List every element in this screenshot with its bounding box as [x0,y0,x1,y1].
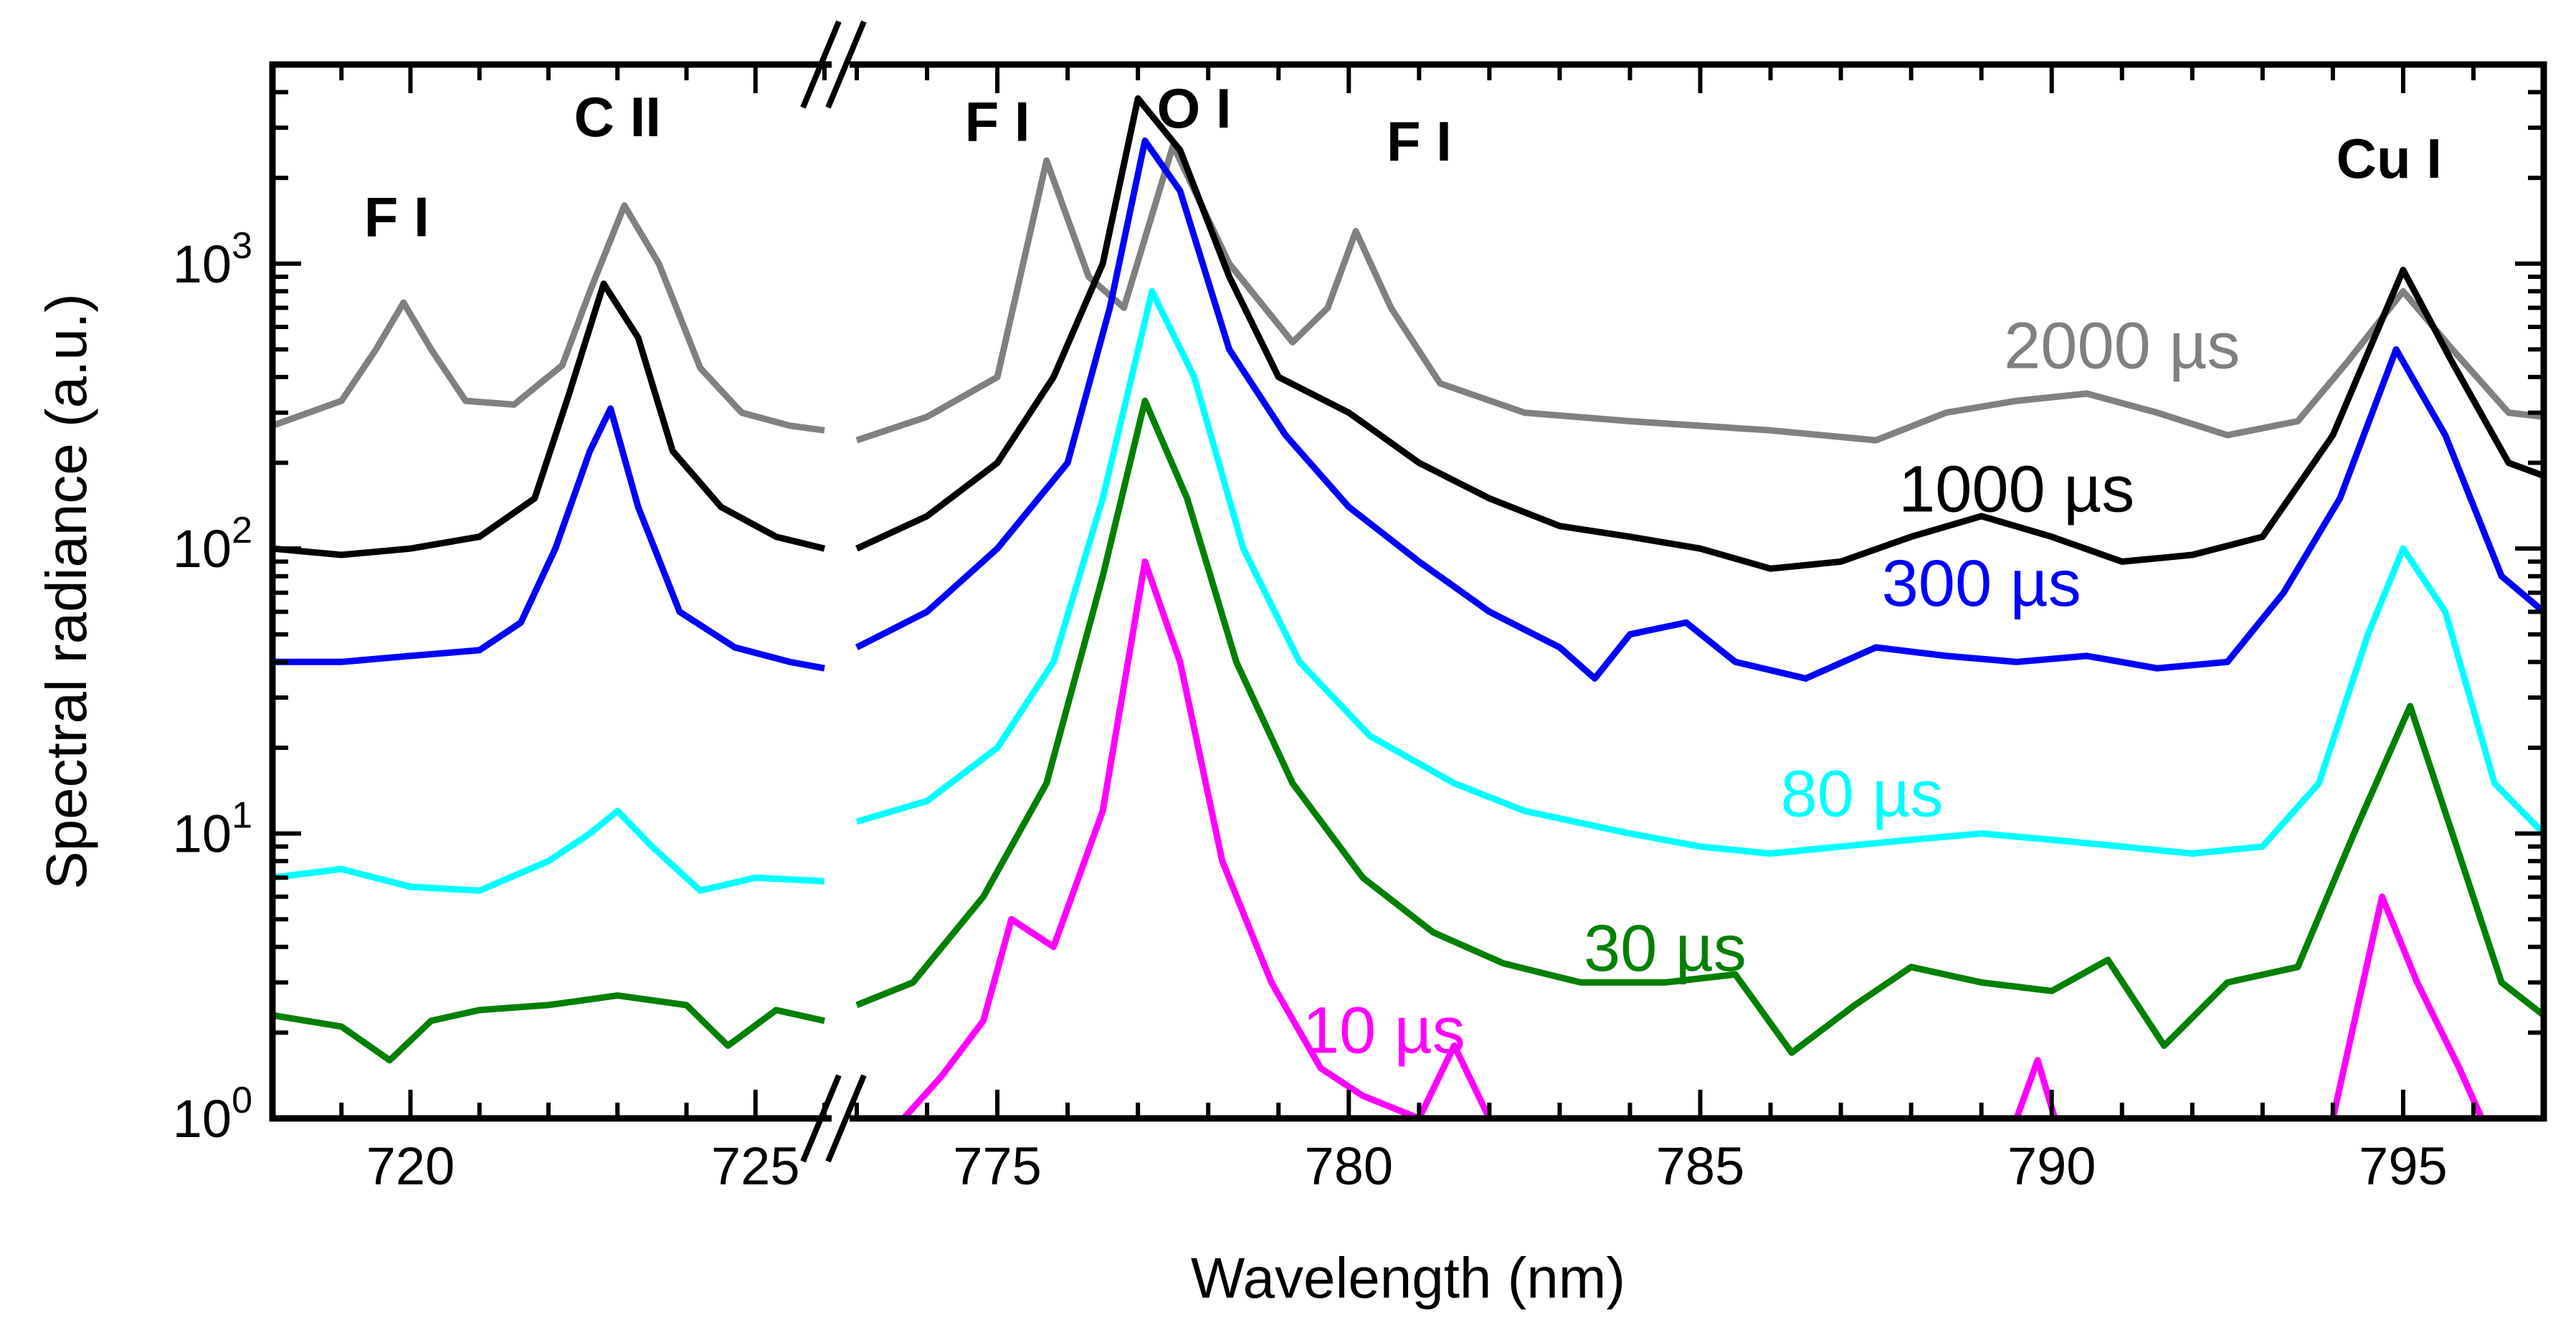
peak-label: F I [965,90,1030,153]
series-label: 300 µs [1882,547,2081,620]
series-line-2000s-left [272,202,825,434]
series-label: 2000 µs [2004,309,2240,382]
series-line-30s-right [855,397,2544,1056]
x-tick-label: 795 [2359,1136,2447,1196]
y-tick-label: 103 [173,225,252,294]
axis-break-mark-top [825,20,867,109]
y-tick-base: 10 [173,234,232,294]
y-tick-label: 101 [173,795,252,864]
series-label: 80 µs [1781,757,1944,830]
series-line-1000s-right [855,95,2544,572]
series-line-300s-left [272,405,825,672]
y-tick-exponent: 3 [232,225,252,267]
x-tick-label: 725 [711,1136,799,1196]
y-tick-base: 10 [173,519,232,579]
axis-break-mark-top [800,20,842,109]
y-tick-exponent: 0 [232,1080,252,1121]
series-label: 1000 µs [1898,452,2134,526]
x-tick-label: 775 [953,1136,1041,1196]
x-axis-title: Wavelength (nm) [1191,1246,1625,1310]
axis-break-mark-bottom [800,1074,842,1163]
x-tick-label: 780 [1305,1136,1393,1196]
series-line-30s-left [272,992,825,1064]
y-tick-base: 10 [173,804,232,864]
peak-label: F I [1387,110,1452,173]
series-label: 30 µs [1584,912,1746,985]
series-line-80s-left [272,807,825,894]
y-tick-exponent: 1 [232,795,252,837]
x-tick-label: 785 [1656,1136,1744,1196]
peak-label: C II [574,85,661,148]
y-tick-base: 10 [173,1089,232,1149]
series-line-1000s-left [272,280,826,558]
peak-label: O I [1157,77,1232,140]
axis-break-mark-bottom [825,1074,867,1163]
series-line-300s-right [855,137,2544,682]
series-label: 10 µs [1303,994,1465,1067]
x-tick-label: 790 [2007,1136,2096,1196]
peak-label: Cu I [2337,127,2442,190]
y-tick-label: 102 [173,510,252,579]
series-line-80s-right [855,287,2544,857]
peak-label: F I [364,185,429,248]
y-axis-title: Spectral radiance (a.u.) [34,293,98,890]
y-tick-exponent: 2 [232,510,252,551]
left-panel-frame [269,61,832,1122]
y-tick-label: 100 [173,1080,252,1149]
series-line-2000s-right [855,142,2544,444]
x-tick-label: 720 [366,1136,455,1196]
